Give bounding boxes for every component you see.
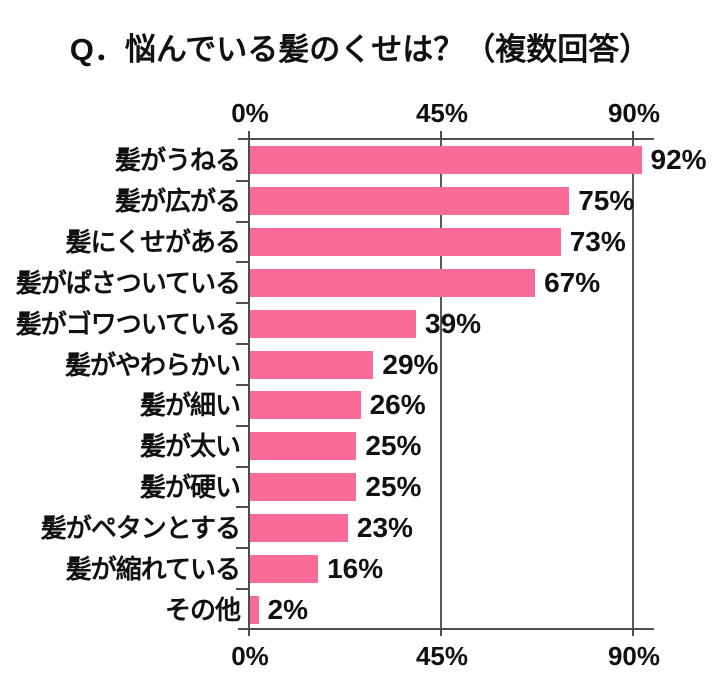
- bar: [250, 391, 361, 420]
- bar: [250, 432, 357, 461]
- bar: [250, 309, 416, 338]
- bar-row: 16%: [250, 548, 720, 589]
- bar: [250, 228, 561, 257]
- category-label: 髪が縮れている: [65, 553, 241, 584]
- bottom-tick-0: [248, 621, 250, 636]
- chart-title: Q．悩んでいる髪のくせは？（複数回答）: [69, 32, 651, 67]
- x-axis-top-label-45: 45%: [415, 98, 469, 128]
- bar: [250, 554, 319, 583]
- top-tick-0: [248, 131, 250, 146]
- bar: [250, 350, 374, 379]
- category-label: その他: [164, 594, 241, 625]
- category-label: 髪が広がる: [114, 186, 241, 217]
- category-tick: [236, 547, 249, 549]
- bar-row: 2%: [250, 589, 720, 630]
- category-label: 髪がペタンとする: [40, 512, 241, 543]
- bottom-tick-90: [632, 621, 634, 636]
- category-tick: [236, 302, 249, 304]
- gridline-45: [440, 140, 442, 628]
- value-label: 73%: [569, 226, 626, 258]
- x-axis-top-label-90: 90%: [607, 98, 661, 128]
- category-label: 髪がぱさついている: [15, 267, 241, 298]
- x-axis-bottom-label-90: 90%: [607, 641, 661, 671]
- value-label: 75%: [578, 185, 635, 217]
- category-axis: 髪がうねる 髪が広がる 髪にくせがある 髪がぱさついている 髪がゴワついている …: [0, 140, 241, 630]
- bar-row: 67%: [250, 262, 720, 303]
- category-label: 髪が細い: [139, 390, 241, 421]
- bar: [250, 268, 536, 297]
- value-label: 25%: [365, 471, 422, 503]
- bar-row: 25%: [250, 467, 720, 508]
- bar-row: 92%: [250, 140, 720, 181]
- bar: [250, 513, 348, 542]
- value-label: 25%: [365, 430, 422, 462]
- top-tick-90: [632, 131, 634, 146]
- top-axis-line: [238, 138, 654, 140]
- x-axis-bottom-label-0: 0%: [231, 641, 269, 671]
- value-label: 23%: [356, 511, 413, 543]
- bar-row: 29%: [250, 344, 720, 385]
- left-axis-line: [248, 138, 250, 630]
- category-label: 髪がゴワついている: [15, 308, 241, 339]
- category-label: 髪にくせがある: [65, 227, 241, 258]
- bottom-axis-line: [238, 628, 654, 630]
- category-label: 髪が硬い: [139, 472, 241, 503]
- category-tick: [236, 588, 249, 590]
- value-label: 16%: [327, 552, 384, 584]
- bar-row: 75%: [250, 181, 720, 222]
- category-label: 髪がやわらかい: [64, 349, 241, 380]
- category-label: 髪がうねる: [114, 145, 241, 176]
- x-axis-bottom-label-45: 45%: [415, 641, 469, 671]
- value-label: 29%: [382, 348, 439, 380]
- bar: [250, 473, 357, 502]
- bar: [250, 595, 259, 624]
- category-tick: [236, 343, 249, 345]
- bar-row: 39%: [250, 303, 720, 344]
- bottom-tick-45: [440, 621, 442, 636]
- bar-row: 26%: [250, 385, 720, 426]
- category-tick: [236, 261, 249, 263]
- value-label: 26%: [369, 389, 426, 421]
- category-tick: [236, 384, 249, 386]
- x-axis-top-label-0: 0%: [231, 98, 269, 128]
- bar: [250, 187, 570, 216]
- value-label: 92%: [650, 144, 707, 176]
- bar: [250, 146, 642, 175]
- category-tick: [236, 506, 249, 508]
- bar-row: 23%: [250, 507, 720, 548]
- category-tick: [236, 425, 249, 427]
- plot-area: 92% 75% 73% 67% 39% 29% 26% 25%: [250, 140, 720, 630]
- bar-row: 73%: [250, 222, 720, 263]
- category-tick: [236, 180, 249, 182]
- category-tick: [236, 466, 249, 468]
- top-tick-45: [440, 131, 442, 146]
- value-label: 39%: [425, 307, 482, 339]
- value-label: 67%: [544, 266, 601, 298]
- category-label: 髪が太い: [139, 431, 241, 462]
- value-label: 2%: [267, 593, 308, 625]
- gridline-90: [632, 140, 634, 628]
- bar-row: 25%: [250, 426, 720, 467]
- category-tick: [236, 221, 249, 223]
